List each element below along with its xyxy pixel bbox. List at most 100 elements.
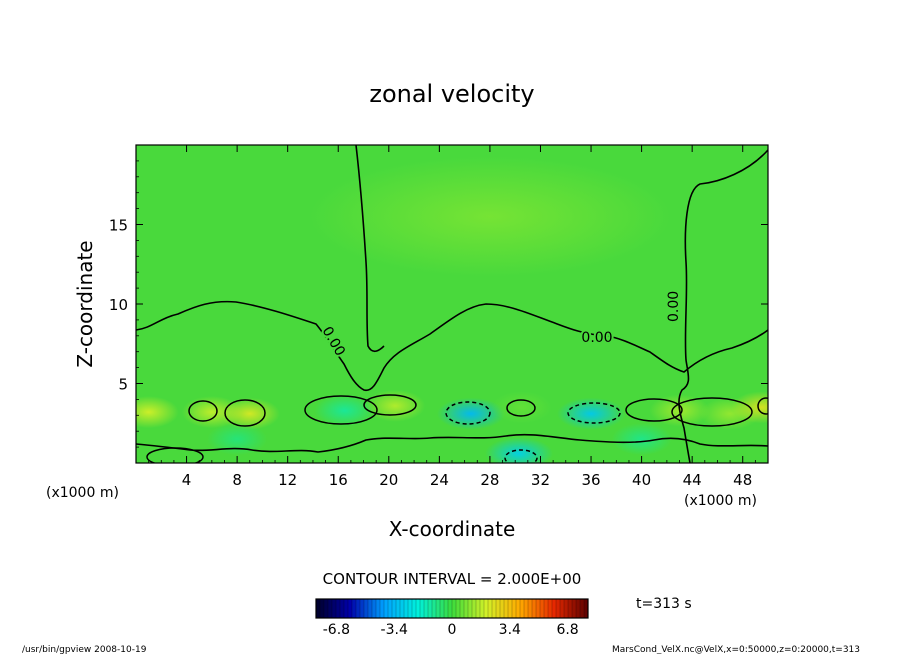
y-tick-label: 15	[109, 217, 128, 235]
colorbar-tick-label: 3.4	[499, 622, 521, 638]
colorbar-cell	[372, 599, 377, 618]
colorbar-cell	[528, 599, 533, 618]
colorbar-cell	[404, 599, 409, 618]
colorbar-cell	[532, 599, 537, 618]
zero-contour-upper-right	[678, 149, 768, 463]
colorbar-cell	[368, 599, 373, 618]
colorbar-cell	[576, 599, 581, 618]
colorbar-cell	[416, 599, 421, 618]
colorbar-cell	[356, 599, 361, 618]
time-label: t=313 s	[636, 596, 692, 612]
colorbar-cell	[456, 599, 461, 618]
colorbar-cell	[580, 599, 585, 618]
colorbar-cell	[392, 599, 397, 618]
colorbar-tick-label: -6.8	[323, 622, 350, 638]
colorbar-cell	[316, 599, 321, 618]
x-tick-label: 20	[379, 471, 398, 489]
x-tick-label: 40	[632, 471, 651, 489]
x-tick-label: 32	[531, 471, 550, 489]
colorbar-cell	[328, 599, 333, 618]
colorbar-cell	[424, 599, 429, 618]
colorbar-cell	[396, 599, 401, 618]
colorbar-cell	[488, 599, 493, 618]
colorbar-cell	[548, 599, 553, 618]
colorbar-cell	[508, 599, 513, 618]
colorbar-tick-label: -3.4	[381, 622, 408, 638]
colorbar-cell	[340, 599, 345, 618]
field-anomaly	[731, 391, 768, 424]
colorbar-cell	[420, 599, 425, 618]
x-tick-label: 24	[430, 471, 449, 489]
y-tick-label: 10	[109, 296, 128, 314]
field-anomaly	[309, 156, 670, 277]
colorbar-cell	[472, 599, 477, 618]
colorbar-cell	[584, 599, 589, 618]
colorbar-cell	[516, 599, 521, 618]
colorbar-cell	[468, 599, 473, 618]
colorbar-cell	[320, 599, 325, 618]
field-anomaly	[314, 394, 375, 427]
colorbar-cell	[388, 599, 393, 618]
colorbar-cell	[364, 599, 369, 618]
colorbar-cell	[428, 599, 433, 618]
footer-left: /usr/bin/gpview 2008-10-19	[22, 645, 147, 654]
colorbar-cell	[448, 599, 453, 618]
field-anomaly	[219, 397, 280, 430]
field-anomaly	[491, 391, 552, 424]
colorbar-cell	[332, 599, 337, 618]
colorbar-cell	[352, 599, 357, 618]
colorbar-cell	[564, 599, 569, 618]
colorbar-cell	[500, 599, 505, 618]
colorbar-ticks: -6.8 -3.4 0 3.4 6.8	[323, 622, 579, 638]
x-tick-label: 36	[581, 471, 600, 489]
colorbar-cell	[408, 599, 413, 618]
colorbar-cell	[484, 599, 489, 618]
footer-right: MarsCond_VelX.nc@VelX,x=0:50000,z=0:2000…	[612, 645, 860, 654]
colorbar-cell	[480, 599, 485, 618]
zero-contour-lower	[136, 433, 768, 453]
contour-label: 0.00	[581, 330, 612, 346]
colorbar-cell	[376, 599, 381, 618]
x-tick-label: 8	[232, 471, 242, 489]
x-unit-right: (x1000 m)	[684, 493, 757, 509]
colorbar-cell	[460, 599, 465, 618]
colorbar-cell	[536, 599, 541, 618]
contour-lines	[136, 145, 768, 463]
field-anomaly	[611, 423, 672, 456]
colorbar-cell	[556, 599, 561, 618]
colorbar-cell	[436, 599, 441, 618]
colorbar-cell	[572, 599, 577, 618]
colorbar-cell	[512, 599, 517, 618]
colorbar-tick-label: 0	[448, 622, 457, 638]
anomaly-layer	[136, 156, 768, 463]
zero-contour-upper-left	[355, 145, 385, 353]
colorbar-cell	[520, 599, 525, 618]
y-axis-title: Z-coordinate	[73, 240, 97, 367]
contour-loops	[146, 394, 768, 463]
x-axis-title: X-coordinate	[389, 517, 516, 541]
zero-contour-main	[136, 300, 768, 392]
colorbar-cell	[524, 599, 529, 618]
colorbar-cell	[452, 599, 457, 618]
colorbar-cell	[360, 599, 365, 618]
colorbar-cell	[440, 599, 445, 618]
x-unit-left: (x1000 m)	[46, 485, 119, 501]
colorbar-cell	[492, 599, 497, 618]
colorbar-tick-label: 6.8	[556, 622, 578, 638]
y-tick-label: 5	[118, 376, 128, 394]
x-tick-label: 28	[480, 471, 499, 489]
colorbar-cell	[544, 599, 549, 618]
field-anomaly	[136, 396, 179, 429]
colorbar-cell	[568, 599, 573, 618]
x-tick-label: 12	[278, 471, 297, 489]
field-anomaly	[485, 437, 553, 463]
colorbar-cell	[380, 599, 385, 618]
chart-title: zonal velocity	[369, 80, 534, 108]
x-tick-label: 48	[733, 471, 752, 489]
colorbar-cell	[444, 599, 449, 618]
contour-label: 0.00	[666, 291, 682, 322]
colorbar-cell	[344, 599, 349, 618]
field-anomaly	[207, 423, 268, 456]
